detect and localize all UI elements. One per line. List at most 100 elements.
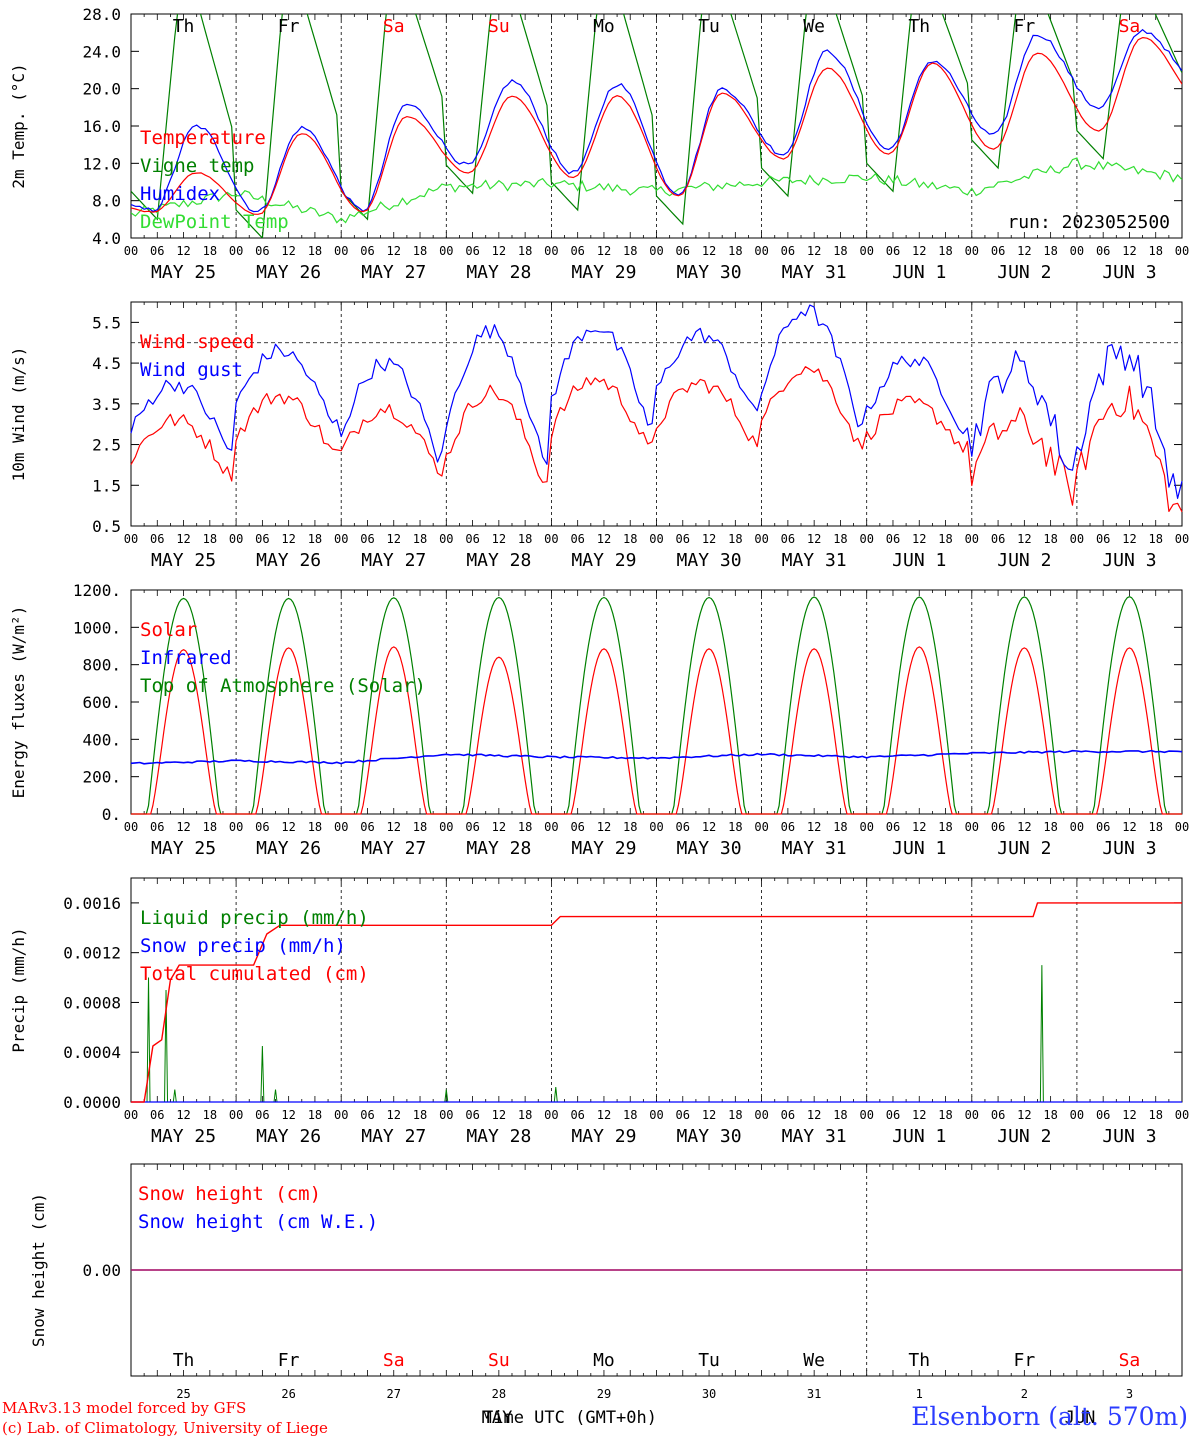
month-label-may: MAY — [482, 1408, 513, 1428]
day-number-label: 2 — [1021, 1387, 1028, 1401]
legend-precip-2: Total cumulated (cm) — [140, 963, 369, 985]
date-label: MAY 28 — [466, 838, 531, 859]
date-label: MAY 28 — [466, 262, 531, 283]
y-tick-label: 24.0 — [82, 42, 121, 61]
hour-tick-label: 18 — [518, 1108, 532, 1122]
legend-snow-1: Snow height (cm W.E.) — [138, 1211, 378, 1233]
hour-tick-label: 00 — [754, 820, 768, 834]
day-number-label: 25 — [176, 1387, 190, 1401]
hour-tick-label: 06 — [570, 820, 584, 834]
date-label: MAY 30 — [677, 838, 742, 859]
date-label: MAY 26 — [256, 550, 321, 571]
hour-tick-label: 06 — [991, 244, 1005, 258]
hour-tick-label: 00 — [859, 820, 873, 834]
y-tick-label: 0.0004 — [63, 1043, 121, 1062]
hour-tick-label: 12 — [1017, 820, 1031, 834]
hour-tick-label: 18 — [623, 820, 637, 834]
date-label: MAY 27 — [361, 1126, 426, 1147]
hour-tick-label: 18 — [728, 244, 742, 258]
hour-tick-label: 00 — [229, 244, 243, 258]
hour-tick-label: 12 — [1017, 532, 1031, 546]
hour-tick-label: 06 — [150, 244, 164, 258]
hour-tick-label: 06 — [781, 532, 795, 546]
legend-energy-0: Solar — [140, 619, 197, 641]
hour-tick-label: 00 — [229, 1108, 243, 1122]
hour-tick-label: 18 — [833, 244, 847, 258]
legend-snow-0: Snow height (cm) — [138, 1183, 321, 1205]
precip-spike — [553, 1087, 558, 1103]
legend-wind-0: Wind speed — [140, 331, 254, 353]
hour-tick-label: 12 — [281, 244, 295, 258]
hour-tick-label: 12 — [176, 532, 190, 546]
panel-frame-energy — [130, 589, 1183, 815]
precip-spike — [444, 1089, 449, 1103]
hour-tick-label: 00 — [965, 1108, 979, 1122]
date-label: MAY 25 — [151, 550, 216, 571]
hour-tick-label: 18 — [938, 532, 952, 546]
hour-tick-label: 12 — [387, 532, 401, 546]
hour-tick-label: 18 — [728, 532, 742, 546]
hour-tick-label: 12 — [702, 532, 716, 546]
precip-spike — [172, 1089, 177, 1103]
y-tick-label: 0.0012 — [63, 944, 121, 963]
y-tick-label: 0.5 — [92, 517, 121, 536]
weekday-label-bottom: Mo — [593, 1350, 615, 1371]
series-vigne-temp — [131, 14, 1182, 238]
hour-tick-label: 06 — [570, 532, 584, 546]
weekday-label-top: Sa — [383, 16, 405, 37]
hour-tick-label: 00 — [544, 532, 558, 546]
hour-tick-label: 00 — [334, 532, 348, 546]
hour-tick-label: 00 — [859, 532, 873, 546]
date-label: MAY 26 — [256, 1126, 321, 1147]
hour-tick-label: 00 — [754, 244, 768, 258]
hour-tick-label: 12 — [281, 532, 295, 546]
date-label: JUN 1 — [892, 838, 946, 859]
hour-tick-label: 18 — [203, 820, 217, 834]
series-total-cumulated — [131, 902, 1182, 1103]
hour-tick-label: 00 — [1070, 820, 1084, 834]
legend-energy-1: Infrared — [140, 647, 232, 669]
date-label: MAY 28 — [466, 550, 531, 571]
hour-tick-label: 00 — [439, 820, 453, 834]
series-dewpoint-temp — [131, 157, 1182, 224]
hour-tick-label: 18 — [518, 532, 532, 546]
hour-tick-label: 00 — [124, 1108, 138, 1122]
hour-tick-label: 18 — [413, 244, 427, 258]
hour-tick-label: 00 — [124, 820, 138, 834]
hour-tick-label: 12 — [176, 820, 190, 834]
hour-tick-label: 00 — [859, 244, 873, 258]
date-label: JUN 3 — [1102, 1126, 1156, 1147]
hour-tick-label: 18 — [308, 532, 322, 546]
hour-tick-label: 12 — [176, 1108, 190, 1122]
legend-precip-0: Liquid precip (mm/h) — [140, 907, 369, 929]
hour-tick-label: 00 — [439, 532, 453, 546]
hour-tick-label: 06 — [360, 244, 374, 258]
hour-tick-label: 00 — [544, 244, 558, 258]
panel-frame-wind — [130, 301, 1183, 527]
weekday-label-bottom: We — [803, 1350, 825, 1371]
hour-tick-label: 12 — [492, 1108, 506, 1122]
day-number-label: 30 — [702, 1387, 716, 1401]
y-tick-label: 1000. — [73, 618, 121, 637]
y-tick-label: 2.5 — [92, 436, 121, 455]
hour-tick-label: 12 — [597, 532, 611, 546]
hour-tick-label: 18 — [1043, 820, 1057, 834]
hour-tick-label: 18 — [728, 820, 742, 834]
hour-tick-label: 12 — [807, 820, 821, 834]
hour-tick-label: 00 — [334, 1108, 348, 1122]
hour-tick-label: 12 — [807, 1108, 821, 1122]
hour-tick-label: 12 — [597, 820, 611, 834]
hour-tick-label: 18 — [308, 1108, 322, 1122]
hour-tick-label: 06 — [465, 532, 479, 546]
hour-tick-label: 12 — [387, 1108, 401, 1122]
y-axis-label: Snow height (cm) — [29, 1193, 48, 1347]
time-axis-label: Time UTC (GMT+0h) — [483, 1408, 657, 1428]
hour-tick-label: 18 — [1148, 1108, 1162, 1122]
hour-tick-label: 12 — [492, 244, 506, 258]
hour-tick-label: 06 — [781, 820, 795, 834]
weekday-label-top: Th — [908, 16, 930, 37]
hour-tick-label: 12 — [912, 820, 926, 834]
hour-tick-label: 00 — [754, 1108, 768, 1122]
date-label: JUN 2 — [997, 1126, 1051, 1147]
weekday-label-bottom: Fr — [1014, 1350, 1036, 1371]
